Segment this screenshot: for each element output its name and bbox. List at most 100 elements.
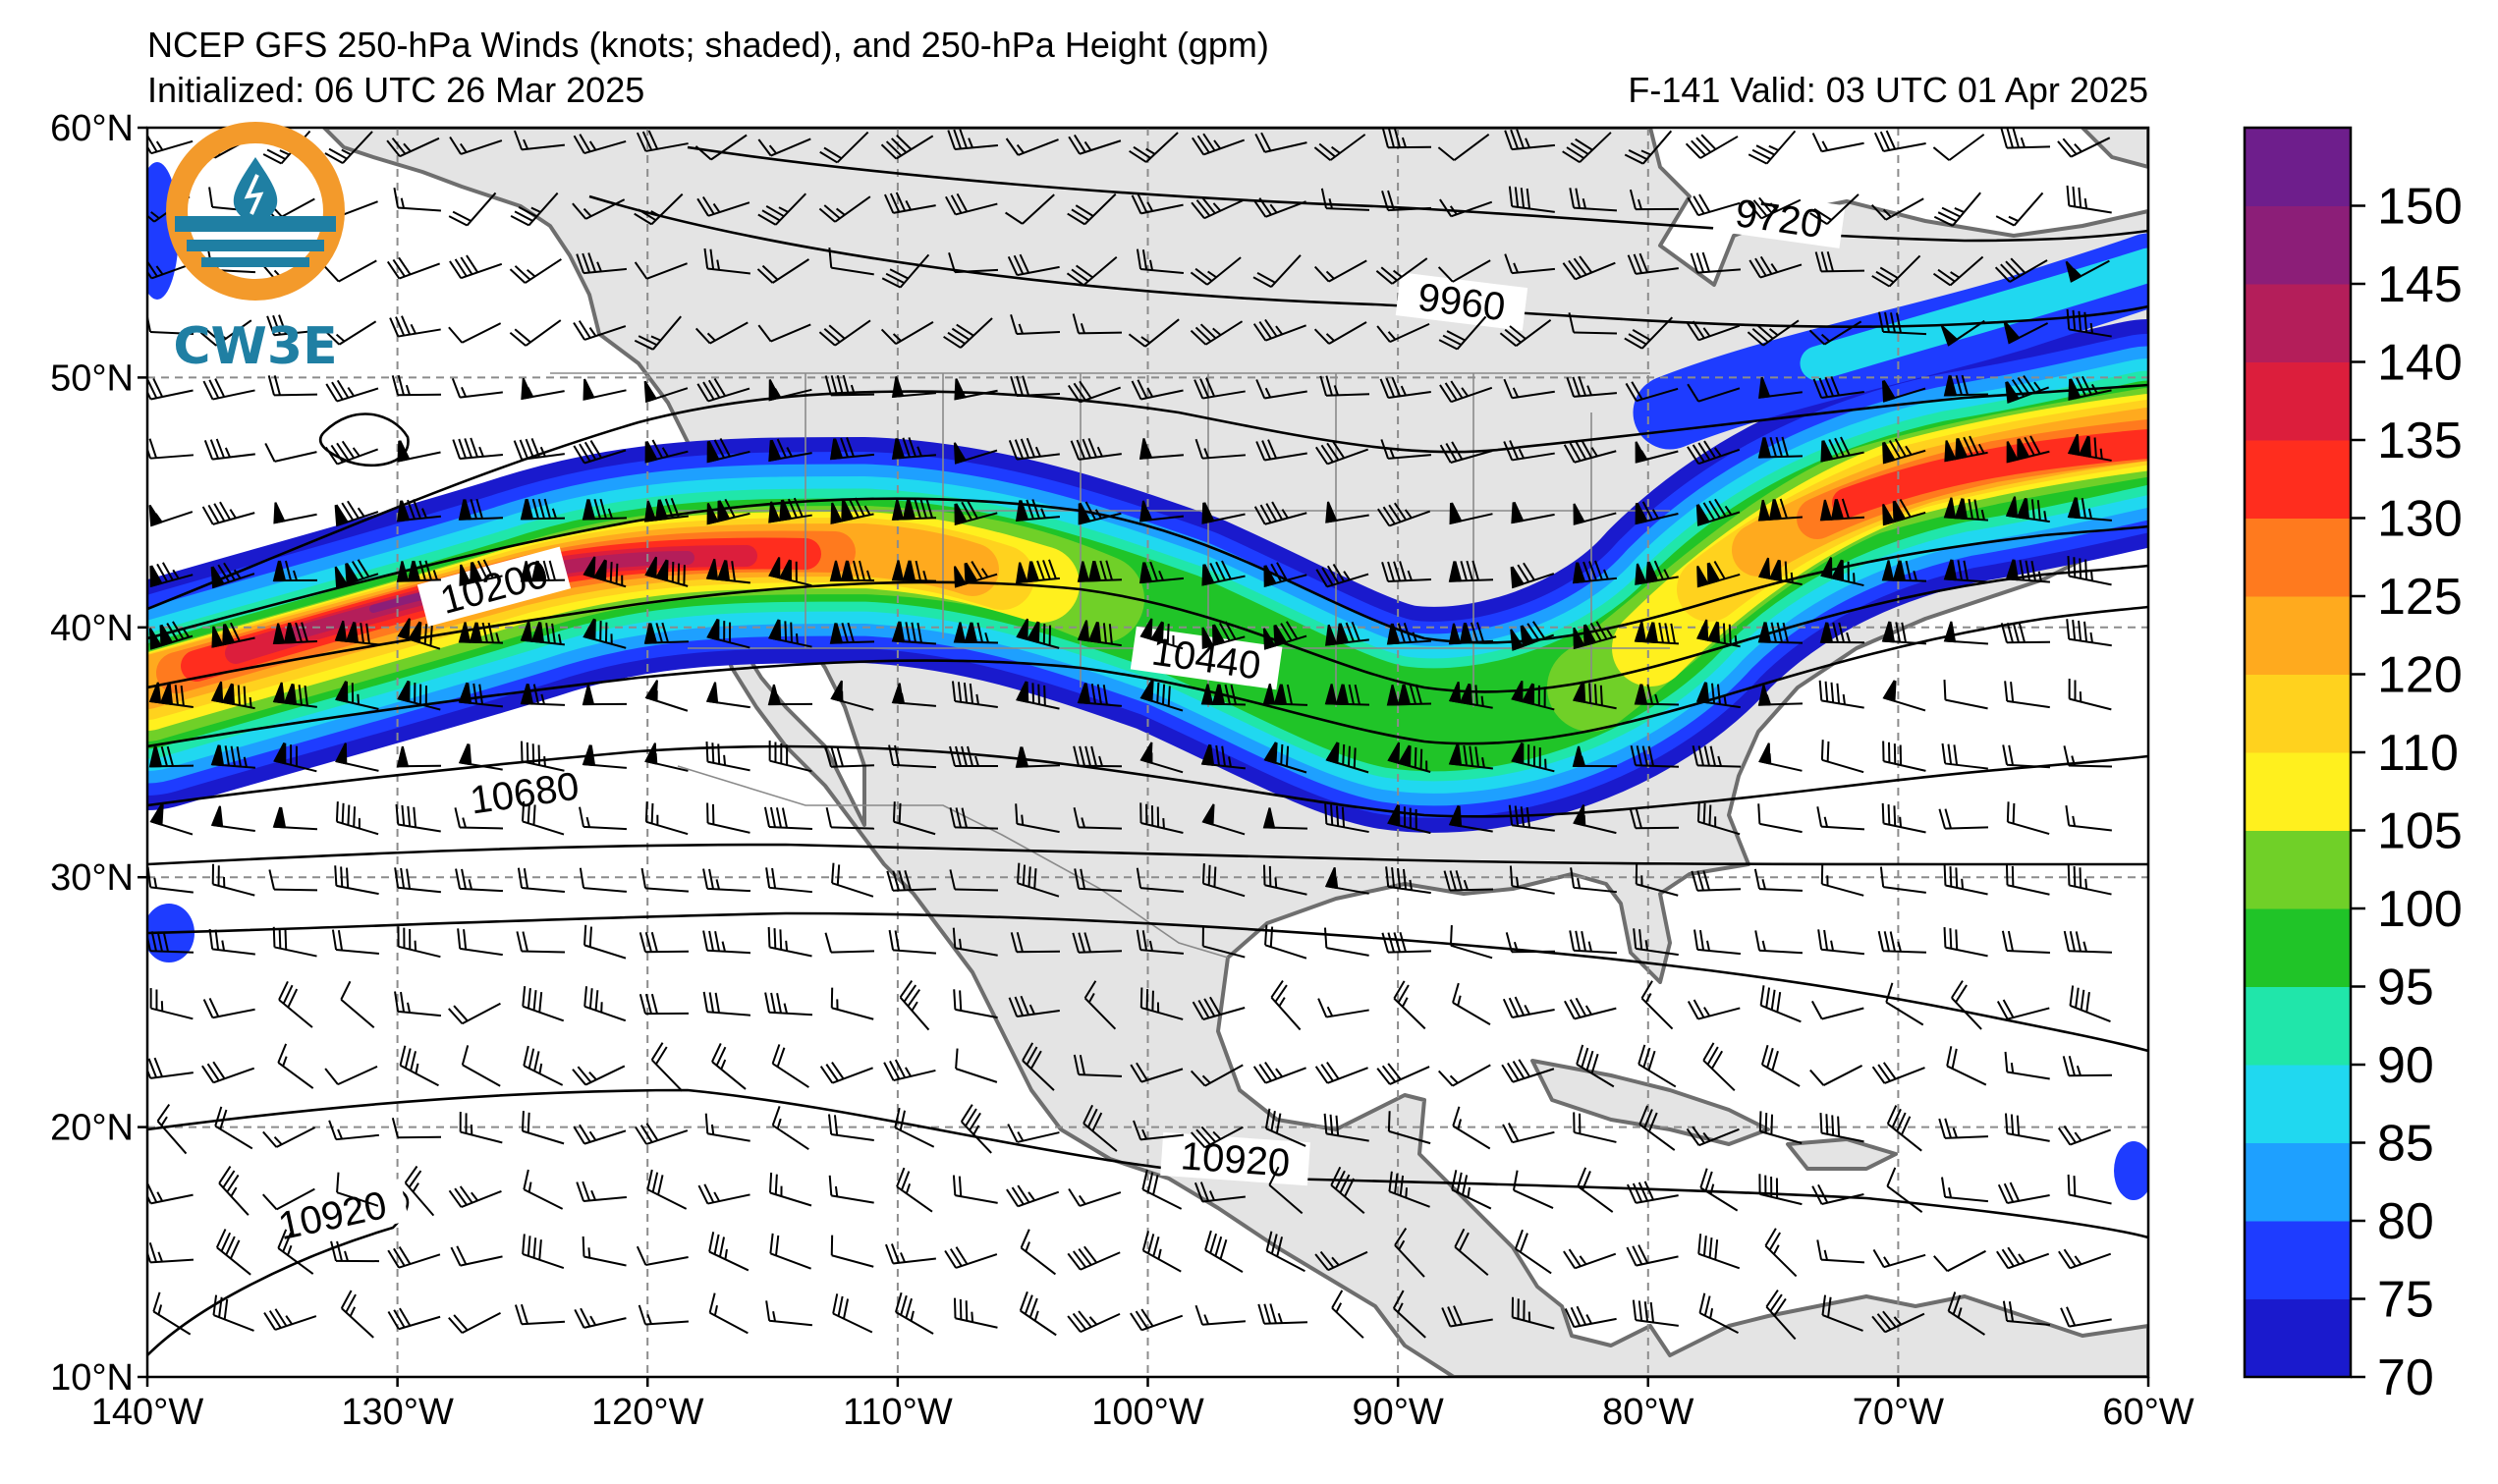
wind-barb — [634, 261, 688, 280]
barb-flag — [2066, 185, 2071, 206]
barb-flag — [408, 681, 411, 702]
wind-barb — [323, 259, 377, 283]
wind-barb — [391, 375, 442, 397]
barb-flag — [214, 378, 226, 398]
barb-pennant — [2067, 433, 2081, 457]
barb-flag — [644, 932, 652, 953]
hispaniola — [1786, 1137, 1898, 1171]
barb-half-flag — [1146, 510, 1152, 521]
barb-flag — [1778, 560, 1782, 581]
barb-half-flag — [1723, 694, 1727, 706]
wind-barb — [1951, 980, 1982, 1030]
barb-flag — [150, 565, 163, 584]
wind-barb — [1687, 440, 1741, 466]
barb-flag — [2063, 1248, 2077, 1267]
colorbar-segment — [2245, 361, 2351, 441]
barb-flag — [1072, 1250, 1087, 1268]
colorbar-ticks: 7075808590951001051101201251301351401451… — [2351, 179, 2463, 1406]
barb-flag — [1563, 1250, 1577, 1269]
barb-shaft — [336, 1133, 379, 1141]
barb-shaft — [769, 759, 812, 773]
wind-barb — [1194, 438, 1247, 460]
barb-pennant — [705, 682, 719, 704]
wind-barb — [1886, 1105, 1922, 1152]
barb-half-flag — [1201, 1074, 1211, 1084]
barb-flag — [533, 1051, 540, 1072]
wind-barb — [694, 134, 748, 161]
barb-flag — [847, 622, 855, 643]
barb-flag — [1717, 622, 1720, 643]
barb-flag — [948, 252, 956, 273]
wind-barb — [218, 1166, 250, 1216]
barb-flag — [526, 499, 533, 520]
barb-shaft — [1944, 1135, 1989, 1139]
wind-barb — [1141, 1169, 1183, 1210]
barb-flag — [2067, 1174, 2071, 1195]
barb-flag — [1638, 1244, 1649, 1264]
barb-shaft — [1452, 1125, 1491, 1150]
barb-flag — [1638, 252, 1649, 273]
barb-flag — [858, 560, 865, 581]
barb-flag — [818, 207, 836, 223]
barb-half-flag — [1213, 139, 1222, 149]
barb-half-flag — [1094, 509, 1102, 520]
barb-shaft — [274, 1315, 317, 1331]
lon-tick-label: 120°W — [591, 1392, 704, 1433]
barb-shaft — [1512, 824, 1555, 832]
barb-flag — [1454, 1228, 1466, 1248]
barb-flag — [1037, 622, 1040, 643]
wind-barb — [1748, 130, 1797, 165]
barb-pennant — [830, 502, 843, 524]
barb-flag — [334, 865, 338, 886]
barb-flag — [1457, 744, 1463, 765]
barb-shaft — [1387, 454, 1432, 460]
barb-shaft — [1821, 948, 1864, 956]
barb-flag — [1569, 930, 1576, 951]
barb-shaft — [834, 195, 871, 223]
barb-flag — [1066, 272, 1084, 287]
barb-flag — [1514, 187, 1520, 208]
barb-shaft — [710, 134, 748, 161]
barb-flag — [1460, 561, 1468, 581]
wind-barb — [1944, 435, 1988, 463]
wind-barb — [953, 1297, 998, 1329]
wind-barb — [335, 801, 379, 836]
barb-flag — [1775, 436, 1783, 458]
barb-flag — [823, 146, 843, 160]
barb-flag — [2007, 930, 2014, 952]
barb-shaft — [2006, 640, 2051, 644]
barb-flag — [1625, 382, 1638, 402]
barb-flag — [324, 152, 344, 164]
barb-shaft — [1640, 997, 1674, 1030]
barb-flag — [908, 498, 916, 520]
barb-half-flag — [156, 1191, 164, 1202]
cw3e-logo: CW3E — [166, 122, 345, 376]
barb-flag — [1381, 932, 1389, 953]
barb-flag — [262, 153, 282, 165]
barb-half-flag — [1724, 505, 1733, 516]
barb-flag — [160, 745, 168, 767]
barb-shaft — [1696, 888, 1742, 892]
barb-flag — [1145, 989, 1149, 1010]
barb-pennant — [891, 499, 905, 521]
wind-barb — [1020, 1229, 1057, 1276]
barb-shaft — [1270, 996, 1302, 1031]
barb-flag — [1691, 870, 1698, 892]
barb-half-flag — [172, 569, 180, 579]
wind-barb — [891, 621, 937, 645]
barb-shaft — [399, 137, 440, 158]
barb-shaft — [1573, 206, 1618, 212]
wind-barb — [1263, 562, 1307, 587]
barb-flag — [154, 746, 162, 767]
barb-shaft — [1140, 822, 1184, 834]
barb-shaft — [583, 1005, 627, 1022]
barb-flag — [1840, 436, 1851, 457]
wind-barb — [1882, 438, 1926, 465]
barb-shaft — [1636, 387, 1679, 403]
barb-flag — [2075, 987, 2080, 1009]
wind-barb — [324, 131, 373, 164]
barb-flag — [2078, 187, 2082, 208]
wind-barb — [386, 137, 440, 158]
wind-barb — [1019, 1291, 1057, 1337]
barb-flag — [1700, 134, 1717, 150]
